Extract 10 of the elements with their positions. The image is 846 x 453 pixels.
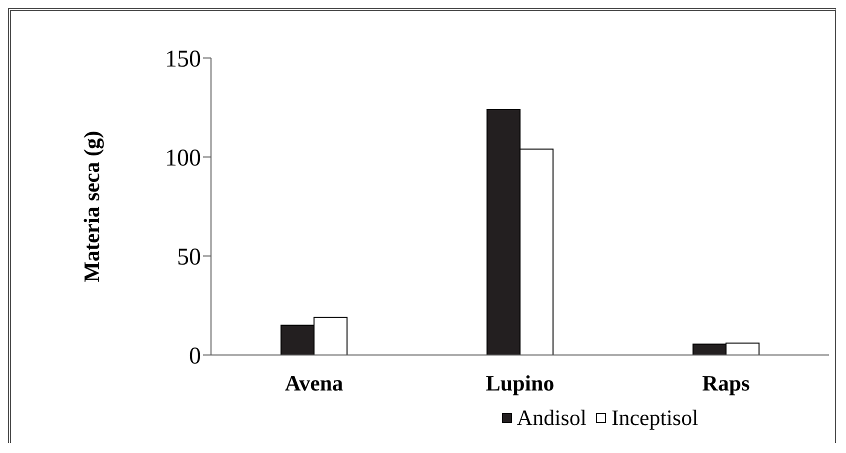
x-tick-label: Avena xyxy=(284,370,344,396)
y-axis-title: Materia seca (g) xyxy=(78,130,104,282)
x-tick-label: Raps xyxy=(702,370,750,396)
legend-label: Inceptisol xyxy=(611,405,698,431)
y-tick-label: 150 xyxy=(165,46,201,73)
legend-label: Andisol xyxy=(516,405,586,431)
x-tick-label: Lupino xyxy=(486,370,554,396)
y-tick-label: 0 xyxy=(189,344,201,370)
y-tick-label: 50 xyxy=(177,244,201,271)
y-tick-label: 100 xyxy=(165,146,201,172)
